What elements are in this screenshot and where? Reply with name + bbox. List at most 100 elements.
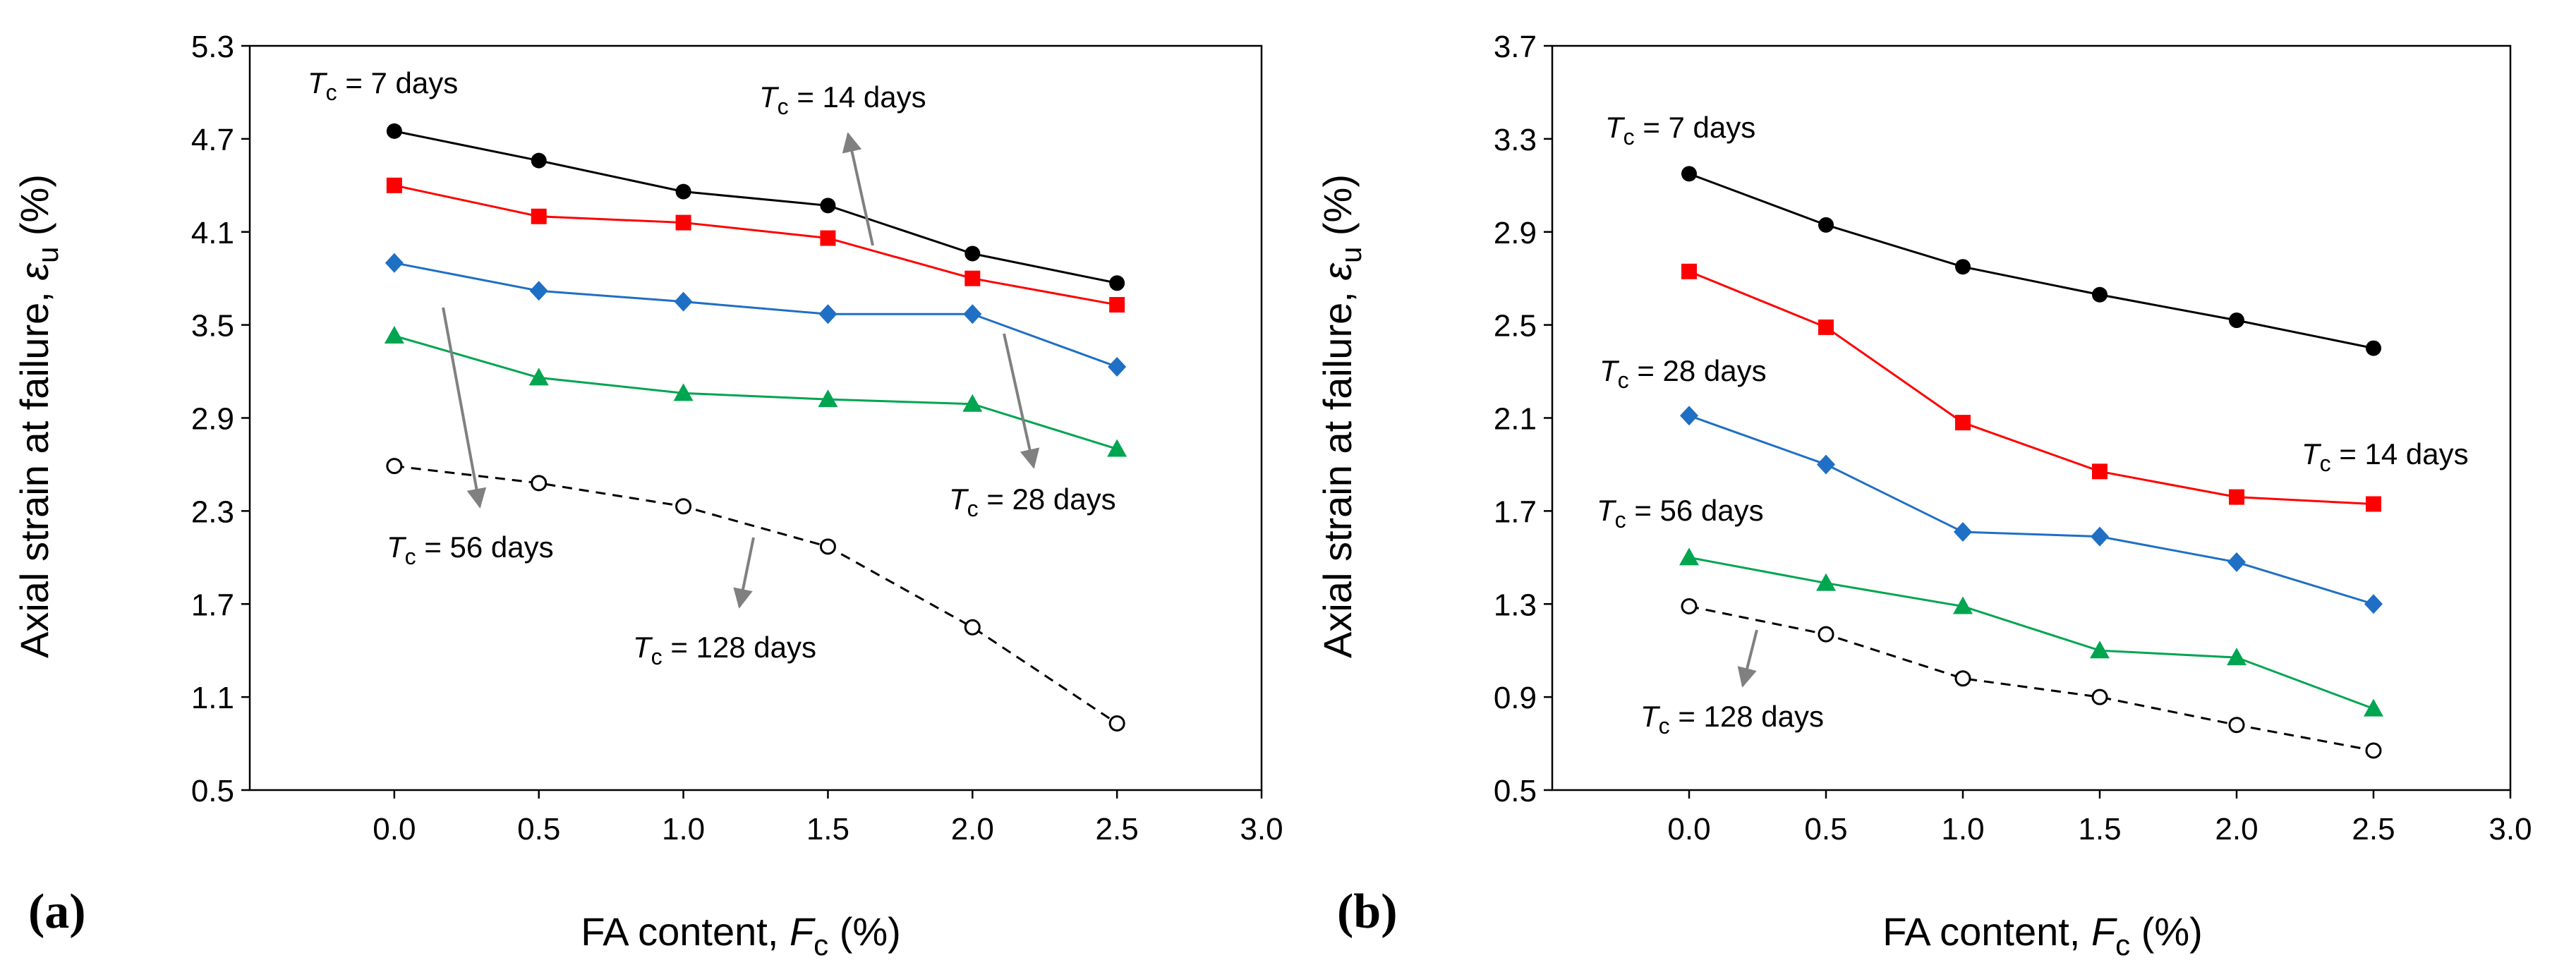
series-4-point — [2227, 648, 2247, 666]
x-tick-label: 3.0 — [2489, 812, 2532, 846]
x-tick-label: 2.0 — [951, 812, 994, 846]
chart-a: 0.5 1.1 1.7 2.3 2.9 3.5 4.1 4.7 5.3 0.0 0.5 1.0 1.5 2… — [12, 30, 1283, 961]
series-4-point — [1953, 596, 1973, 614]
y-tick-label: 2.1 — [1494, 402, 1537, 437]
x-tick-label: 2.5 — [2352, 812, 2395, 846]
series-1-point — [2229, 312, 2244, 329]
series-2-point — [2092, 463, 2108, 480]
annotation-arrow — [442, 307, 487, 509]
x-tick-label: 2.5 — [1096, 812, 1139, 846]
series-5-point — [1681, 598, 1698, 615]
x-axis-title: FA content, Fc (%) — [1882, 909, 2203, 961]
series-5-point — [2365, 742, 2382, 759]
series-line-2 — [394, 184, 1118, 306]
series-1-point — [1109, 275, 1125, 291]
series-2-point — [675, 214, 691, 231]
series-5-point — [675, 498, 692, 515]
series-4-point — [818, 389, 838, 408]
series-1-point — [820, 198, 836, 214]
series-annotation: Tc = 7 days — [1605, 111, 1755, 150]
series-5-point — [1954, 670, 1971, 687]
annotation-arrow — [1003, 333, 1040, 469]
series-1-point — [2366, 340, 2381, 356]
series-5-point — [1818, 626, 1834, 643]
y-tick-label: 3.3 — [1494, 123, 1537, 157]
series-3-point — [1108, 356, 1127, 377]
y-tick-label: 2.3 — [191, 494, 234, 529]
series-line-3 — [394, 262, 1118, 368]
y-tick-label: 2.9 — [1494, 216, 1537, 250]
series-4-point — [673, 383, 694, 401]
series-5-point — [386, 458, 403, 475]
series-line-4 — [394, 334, 1118, 450]
series-2-point — [531, 208, 547, 224]
series-3-point — [1817, 454, 1835, 475]
series-4-point — [1816, 573, 1836, 591]
panel-label: (b) — [1337, 885, 1398, 939]
series-3-point — [385, 253, 404, 273]
series-1-point — [531, 152, 547, 169]
series-2-point — [386, 177, 402, 193]
y-tick-label: 1.1 — [191, 681, 234, 715]
series-line-3 — [1688, 414, 2374, 605]
series-4-point — [962, 394, 983, 412]
chart-b: 0.5 0.9 1.3 1.7 2.1 2.5 2.9 3.3 3.7 0.0 0.5 1.0 1.5 2… — [1315, 30, 2532, 961]
series-4-point — [1107, 439, 1127, 457]
series-2-point — [1681, 263, 1697, 279]
series-1-point — [675, 183, 691, 200]
x-tick-label: 3.0 — [1240, 812, 1283, 846]
x-tick-label: 0.0 — [1667, 812, 1710, 846]
series-line-5 — [1688, 605, 2374, 752]
series-2-point — [2229, 489, 2244, 505]
y-tick-label: 1.3 — [1494, 588, 1537, 622]
y-tick-label: 0.9 — [1494, 681, 1537, 715]
series-3-point — [963, 304, 982, 324]
series-annotation: Tc = 14 days — [2302, 437, 2469, 476]
series-2-point — [2366, 496, 2381, 512]
annotation-arrow — [733, 537, 755, 609]
x-tick-label: 1.5 — [2078, 812, 2121, 846]
series-1-point — [1955, 259, 1971, 275]
x-tick-label: 1.5 — [806, 812, 849, 846]
series-3-point — [2227, 552, 2246, 572]
series-1-point — [386, 123, 402, 139]
series-2-point — [965, 270, 981, 286]
series-5-point — [819, 538, 836, 555]
series-annotation: Tc = 7 days — [308, 66, 458, 105]
plot-area-frame — [248, 44, 1263, 791]
series-4-point — [384, 326, 404, 344]
series-annotation: Tc = 28 days — [1600, 354, 1767, 393]
y-tick-label: 3.5 — [191, 309, 234, 344]
y-tick-label: 5.3 — [191, 30, 234, 64]
x-tick-label: 0.0 — [373, 812, 416, 846]
series-2-point — [1955, 415, 1971, 431]
series-3-point — [1954, 522, 1972, 542]
x-axis-title: FA content, Fc (%) — [581, 909, 901, 961]
series-5-point — [2091, 688, 2108, 705]
series-line-2 — [1688, 270, 2374, 505]
series-1-point — [1681, 166, 1697, 182]
x-tick-label: 2.0 — [2215, 812, 2258, 846]
series-3-point — [2091, 526, 2109, 547]
series-5-point — [531, 475, 548, 492]
series-3-point — [529, 281, 548, 301]
series-line-5 — [394, 465, 1118, 724]
series-4-point — [1679, 547, 1699, 566]
series-3-point — [818, 304, 837, 324]
y-tick-label: 1.7 — [1494, 494, 1537, 529]
y-tick-label: 0.5 — [191, 774, 234, 808]
y-tick-label: 1.7 — [191, 588, 234, 622]
series-annotation: Tc = 56 days — [387, 530, 554, 569]
series-4-point — [2364, 698, 2383, 717]
series-1-point — [2092, 286, 2108, 303]
x-tick-label: 1.0 — [662, 812, 705, 846]
series-annotation: Tc = 56 days — [1597, 494, 1764, 533]
y-tick-label: 2.9 — [191, 402, 234, 437]
y-tick-label: 3.7 — [1494, 30, 1537, 64]
y-tick-label: 4.1 — [191, 216, 234, 250]
x-tick-label: 0.5 — [517, 812, 560, 846]
panel-label: (a) — [28, 885, 86, 939]
series-5-point — [964, 619, 981, 636]
y-axis-title: Axial strain at failure, εu (%) — [1315, 174, 1367, 658]
